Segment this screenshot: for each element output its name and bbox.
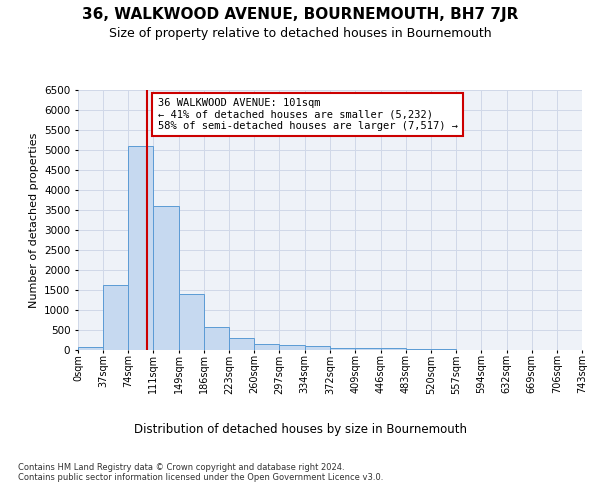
Text: Size of property relative to detached houses in Bournemouth: Size of property relative to detached ho… [109, 28, 491, 40]
Bar [380, 348, 406, 350]
Bar [179, 294, 204, 350]
Bar [254, 344, 280, 350]
Text: 36 WALKWOOD AVENUE: 101sqm
← 41% of detached houses are smaller (5,232)
58% of s: 36 WALKWOOD AVENUE: 101sqm ← 41% of deta… [158, 98, 458, 131]
Bar [280, 345, 305, 350]
Text: Contains HM Land Registry data © Crown copyright and database right 2024.
Contai: Contains HM Land Registry data © Crown c… [18, 462, 383, 482]
Bar [103, 285, 128, 350]
Bar [153, 206, 179, 350]
Bar [331, 348, 355, 350]
Bar [305, 346, 331, 350]
Bar [204, 327, 229, 350]
Y-axis label: Number of detached properties: Number of detached properties [29, 132, 38, 308]
Bar [406, 349, 431, 350]
Bar [128, 146, 153, 350]
Text: 36, WALKWOOD AVENUE, BOURNEMOUTH, BH7 7JR: 36, WALKWOOD AVENUE, BOURNEMOUTH, BH7 7J… [82, 8, 518, 22]
Bar [78, 347, 103, 350]
Text: Distribution of detached houses by size in Bournemouth: Distribution of detached houses by size … [133, 422, 467, 436]
Bar [229, 338, 254, 350]
Bar [355, 348, 380, 350]
